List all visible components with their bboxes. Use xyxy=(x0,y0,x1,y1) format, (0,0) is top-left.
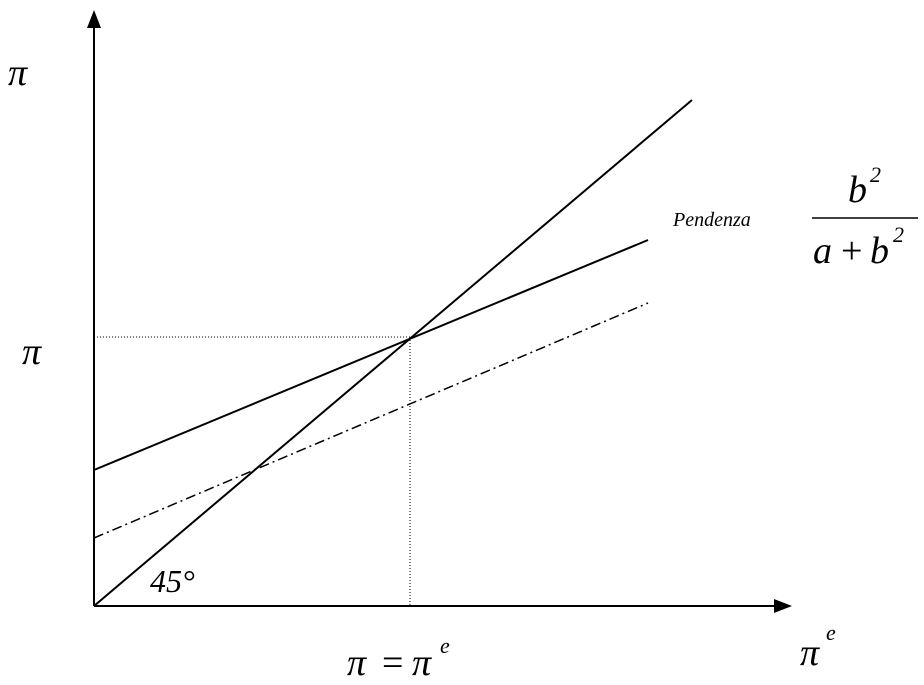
slope-denominator-b: b xyxy=(870,230,889,272)
y-axis-arrowhead xyxy=(87,10,101,28)
slope-word: Pendenza xyxy=(672,209,751,231)
equation-left: π xyxy=(347,642,367,684)
y-equilibrium-label: π xyxy=(22,331,42,373)
equation-equals: = xyxy=(382,642,403,684)
equation-right-sup: e xyxy=(440,633,450,658)
slope-denominator-a: a xyxy=(813,230,832,272)
axes xyxy=(93,26,778,607)
slope-label: Pendenza b 2 a + b 2 xyxy=(672,162,918,272)
x-axis-label: π e xyxy=(800,620,836,674)
equilibrium-condition: π = π e xyxy=(347,633,450,684)
x-axis-label-sup: e xyxy=(826,620,836,645)
slope-denominator-plus: + xyxy=(841,230,862,272)
x-axis-arrowhead xyxy=(774,599,792,613)
slope-numerator: b xyxy=(848,169,867,211)
forty-five-degree-line xyxy=(93,99,693,607)
equation-right: π xyxy=(412,642,432,684)
x-axis-label-base: π xyxy=(800,632,820,674)
slope-denominator-sup: 2 xyxy=(893,222,904,247)
slope-numerator-sup: 2 xyxy=(870,162,881,187)
angle-label: 45° xyxy=(150,563,195,599)
response-line xyxy=(93,239,649,471)
y-axis-label: π xyxy=(8,52,28,94)
shifted-response-line xyxy=(93,302,649,539)
